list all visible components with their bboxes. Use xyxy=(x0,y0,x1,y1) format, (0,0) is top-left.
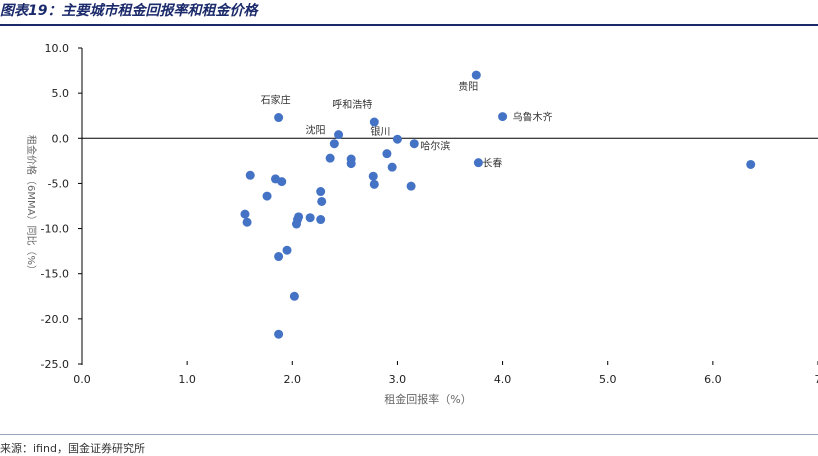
y-axis-label: 租金价格（6MMA）同比（%） xyxy=(25,135,38,275)
data-point xyxy=(370,180,379,189)
x-tick-label: 5.0 xyxy=(599,373,617,386)
y-tick-label: 5.0 xyxy=(52,87,70,100)
data-point xyxy=(274,113,283,122)
data-point xyxy=(410,139,419,148)
data-point xyxy=(334,130,343,139)
data-point xyxy=(317,197,326,206)
data-point xyxy=(472,71,481,80)
data-point xyxy=(326,154,335,163)
data-point xyxy=(306,213,315,222)
y-tick-label: -15.0 xyxy=(41,268,69,281)
point-label: 呼和浩特 xyxy=(332,99,372,111)
x-tick-label: 4.0 xyxy=(494,373,512,386)
x-tick-label: 2.0 xyxy=(284,373,302,386)
y-tick-label: 0.0 xyxy=(52,132,70,145)
data-point xyxy=(369,172,378,181)
x-tick-label: 3.0 xyxy=(389,373,407,386)
data-point xyxy=(277,177,286,186)
x-axis-label: 租金回报率（%） xyxy=(384,392,471,406)
x-tick-label: 1.0 xyxy=(178,373,196,386)
data-point xyxy=(498,112,507,121)
point-label: 乌鲁木齐 xyxy=(513,111,553,124)
x-tick-label: 0.0 xyxy=(73,373,91,386)
data-point xyxy=(330,139,339,148)
data-point xyxy=(316,215,325,224)
y-tick-label: 10.0 xyxy=(45,42,70,55)
data-point xyxy=(246,171,255,180)
x-tick-label: 7 xyxy=(815,373,818,386)
y-ticks: 10.0 5.0 0.0 -5.0 -10.0 -15.0 -20.0 -25.0 xyxy=(41,42,82,371)
data-point xyxy=(382,149,391,158)
footer-rule xyxy=(0,434,818,435)
data-point xyxy=(316,187,325,196)
y-tick-label: -10.0 xyxy=(41,223,69,236)
data-point xyxy=(243,218,252,227)
point-label: 石家庄 xyxy=(261,94,291,107)
point-label: 沈阳 xyxy=(306,124,326,137)
data-point xyxy=(274,330,283,339)
source-note: 来源：ifind，国金证券研究所 xyxy=(0,440,145,456)
y-tick-label: -25.0 xyxy=(41,358,69,371)
y-tick-label: -20.0 xyxy=(41,313,69,326)
data-point xyxy=(292,220,301,229)
data-points xyxy=(240,71,755,339)
data-point xyxy=(388,163,397,172)
data-point xyxy=(393,135,402,144)
point-label: 银川 xyxy=(370,125,390,138)
chart-title: 图表19：主要城市租金回报率和租金价格 xyxy=(0,0,257,20)
data-point xyxy=(370,118,379,127)
y-axis-label-text: 租金价格（6MMA）同比（%） xyxy=(25,135,38,275)
data-point xyxy=(746,160,755,169)
data-point xyxy=(290,292,299,301)
data-point xyxy=(263,192,272,201)
y-tick-label: -5.0 xyxy=(48,177,69,190)
data-point xyxy=(347,159,356,168)
data-point xyxy=(240,210,249,219)
data-point xyxy=(283,246,292,255)
point-label: 哈尔滨 xyxy=(420,140,450,153)
data-point xyxy=(407,182,416,191)
data-point xyxy=(274,252,283,261)
point-label: 贵阳 xyxy=(458,80,478,93)
point-label: 长春 xyxy=(482,158,502,170)
x-ticks: 0.0 1.0 2.0 3.0 4.0 5.0 6.0 7 xyxy=(73,361,818,386)
x-tick-label: 6.0 xyxy=(704,373,722,386)
title-rule xyxy=(0,24,818,26)
scatter-chart: 10.0 5.0 0.0 -5.0 -10.0 -15.0 -20.0 -25.0 0.0 1.… xyxy=(0,28,818,430)
